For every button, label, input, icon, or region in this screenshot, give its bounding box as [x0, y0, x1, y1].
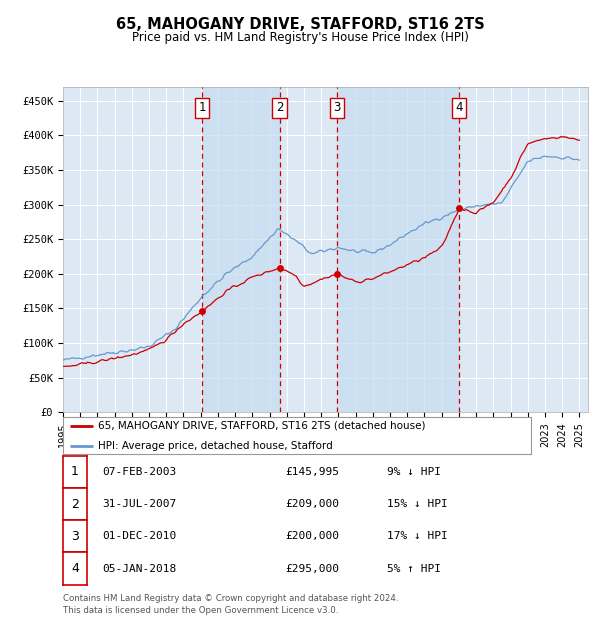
Text: 05-JAN-2018: 05-JAN-2018: [102, 564, 176, 574]
Text: HPI: Average price, detached house, Stafford: HPI: Average price, detached house, Staf…: [98, 441, 333, 451]
Text: 5% ↑ HPI: 5% ↑ HPI: [387, 564, 441, 574]
Text: 2: 2: [71, 498, 79, 510]
Text: 1: 1: [199, 102, 206, 115]
Text: Contains HM Land Registry data © Crown copyright and database right 2024.
This d: Contains HM Land Registry data © Crown c…: [63, 594, 398, 615]
Text: 65, MAHOGANY DRIVE, STAFFORD, ST16 2TS (detached house): 65, MAHOGANY DRIVE, STAFFORD, ST16 2TS (…: [98, 421, 425, 431]
Text: £145,995: £145,995: [285, 467, 339, 477]
Text: Price paid vs. HM Land Registry's House Price Index (HPI): Price paid vs. HM Land Registry's House …: [131, 31, 469, 44]
Text: 9% ↓ HPI: 9% ↓ HPI: [387, 467, 441, 477]
Text: 3: 3: [71, 530, 79, 542]
Text: 3: 3: [334, 102, 341, 115]
Bar: [337, 87, 459, 412]
Text: £209,000: £209,000: [285, 499, 339, 509]
Text: 15% ↓ HPI: 15% ↓ HPI: [387, 499, 448, 509]
Text: 65, MAHOGANY DRIVE, STAFFORD, ST16 2TS: 65, MAHOGANY DRIVE, STAFFORD, ST16 2TS: [116, 17, 484, 32]
Bar: [202, 87, 280, 412]
Text: 2: 2: [276, 102, 283, 115]
Text: 17% ↓ HPI: 17% ↓ HPI: [387, 531, 448, 541]
Text: 4: 4: [71, 562, 79, 575]
Text: £200,000: £200,000: [285, 531, 339, 541]
Text: 01-DEC-2010: 01-DEC-2010: [102, 531, 176, 541]
Text: 1: 1: [71, 466, 79, 478]
Text: £295,000: £295,000: [285, 564, 339, 574]
Text: 4: 4: [455, 102, 463, 115]
Text: 31-JUL-2007: 31-JUL-2007: [102, 499, 176, 509]
Text: 07-FEB-2003: 07-FEB-2003: [102, 467, 176, 477]
